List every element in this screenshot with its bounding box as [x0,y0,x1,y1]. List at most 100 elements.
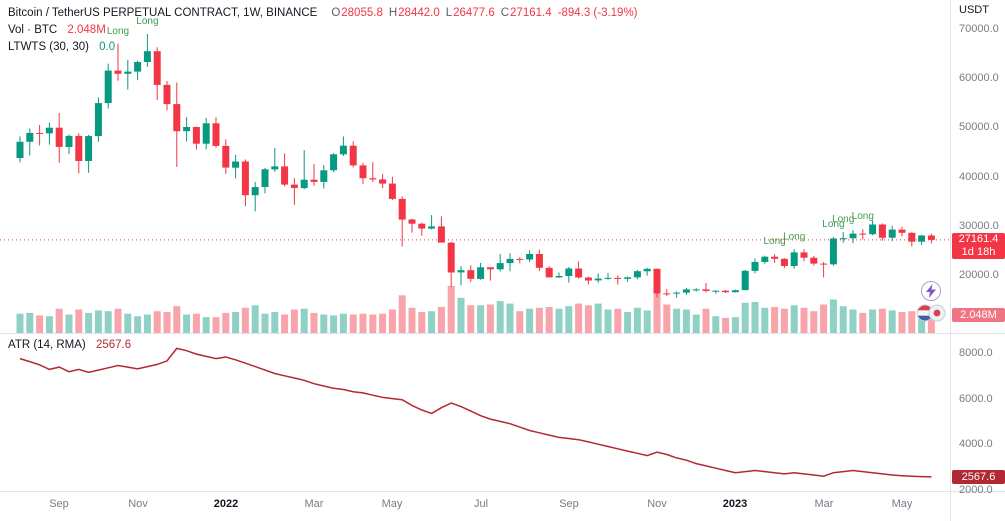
volume-value: 2.048M [67,24,106,36]
volume-bar [300,308,308,333]
candle-body [212,123,220,146]
candle-body [349,145,357,166]
low-value: 26477.6 [453,7,495,19]
candle-body [281,166,289,185]
volume-bar [516,311,524,333]
time-axis-label: May [381,498,403,510]
volume-bar [741,302,749,333]
volume-indicator-row[interactable]: Vol · BTC 2.048M [8,22,638,39]
candle-body [457,270,465,273]
low-label: L [445,7,453,19]
candle-body [261,169,269,187]
pane-separator[interactable] [0,333,950,334]
pair-flags-icon[interactable] [915,303,947,328]
volume-bar [290,309,298,333]
last-price-badge: 27161.4 1d 18h [952,233,1005,259]
volume-bar [232,312,240,333]
volume-bar [398,295,406,333]
candle-body [673,292,681,294]
volume-bar [55,308,63,333]
volume-bar [134,316,142,333]
volume-bar [153,311,161,333]
volume-bar [369,314,377,333]
quick-trade-lightning-icon[interactable] [921,281,941,301]
volume-bar [408,307,416,333]
volume-bar [114,308,122,333]
volume-bar [643,310,651,333]
candle-body [300,179,308,189]
candle-body [624,277,632,279]
candle-body [428,226,436,229]
candle-body [486,267,494,270]
atr-indicator-chart[interactable] [0,334,950,491]
volume-bar [584,305,592,333]
candle-body [555,276,563,278]
volume-bar [898,312,906,333]
time-axis-label: 2022 [213,498,239,510]
atr-tick-label: 4000.0 [959,438,993,450]
candle-body [75,135,83,161]
time-axis[interactable]: Sep Nov 2022 Mar May Jul Sep Nov 2023 Mar May [0,491,950,521]
candle-body [800,252,808,258]
volume-bar [163,312,171,333]
candle-body [369,178,377,180]
volume-bar [908,311,916,333]
candle-body [496,263,504,270]
volume-bar [222,312,230,333]
volume-bar [94,310,102,333]
candle-body [232,161,240,168]
atr-tick-label: 8000.0 [959,347,993,359]
atr-indicator-row[interactable]: ATR (14, RMA) 2567.6 [8,339,131,351]
candle-body [437,226,445,243]
volume-bar [16,313,24,333]
price-tick-label: 30000.0 [959,220,999,232]
volume-bar [457,297,465,333]
candle-body [614,277,622,279]
candle-body [594,278,602,281]
symbol-row[interactable]: Bitcoin / TetherUS PERPETUAL CONTRACT, 1… [8,5,638,22]
candle-body [741,270,749,291]
candle-body [222,145,230,168]
candle-body [16,141,24,158]
volume-bar [790,305,798,333]
candle-body [535,254,543,268]
volume-bar [281,314,289,333]
volume-bar [604,309,612,333]
volume-bar [36,315,44,333]
candle-body [418,223,426,229]
candle-body [241,161,249,196]
atr-value-badge: 2567.6 [952,470,1005,484]
volume-bar [124,313,132,333]
volume-label: Vol · BTC [8,24,58,36]
candle-body [633,271,641,278]
close-value: 27161.4 [510,7,552,19]
long-signal-label: Long [763,236,785,247]
long-signal-label: Long [136,16,158,27]
volume-bar [85,312,93,333]
volume-bar [555,308,563,333]
volume-bar [624,312,632,333]
volume-bar [535,307,543,333]
candle-body [820,263,828,265]
atr-label: ATR (14, RMA) [8,339,86,351]
candle-body [379,179,387,184]
candle-body [712,290,720,292]
symbol-title[interactable]: Bitcoin / TetherUS PERPETUAL CONTRACT, 1… [8,7,318,19]
volume-bar [878,308,886,333]
candle-body [408,219,416,224]
candle-body [339,145,347,155]
volume-bar [820,304,828,333]
price-axis[interactable]: USDT 27161.4 1d 18h 2.048M 2567.6 70000.… [950,0,1005,521]
candle-body [682,289,690,293]
volume-bar [722,317,730,333]
candle-body [251,187,259,196]
candle-body [271,166,279,170]
candle-body [692,289,700,291]
ltwts-indicator-row[interactable]: LTWTS (30, 30) 0.0 [8,39,638,56]
volume-bar [477,305,485,333]
atr-tick-label: 2000.0 [959,484,993,496]
candle-body [163,84,171,105]
candle-body [526,254,534,260]
